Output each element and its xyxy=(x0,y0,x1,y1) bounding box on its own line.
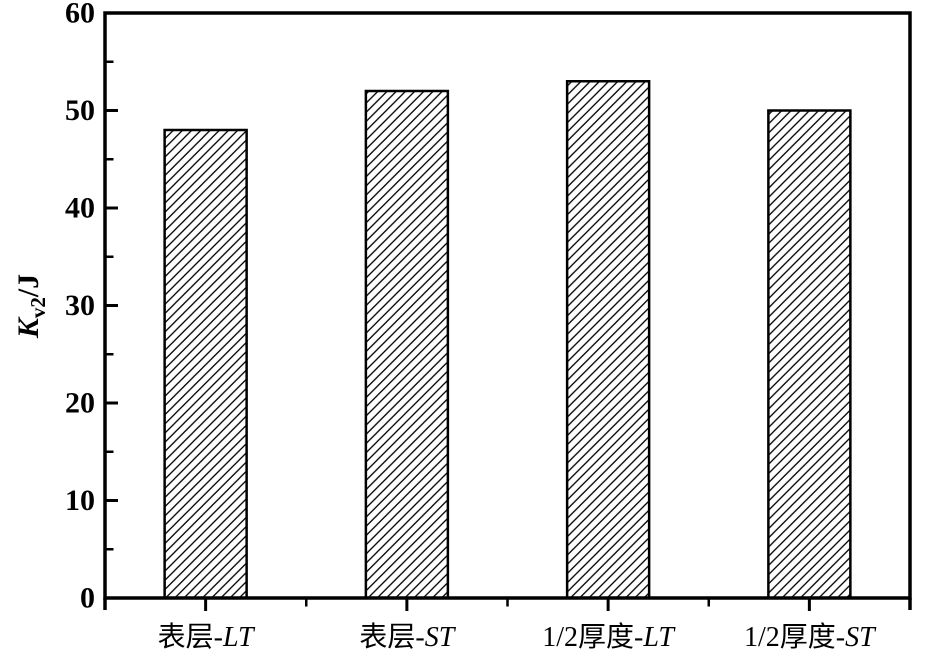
bar-3 xyxy=(565,80,651,600)
y-tick-label: 60 xyxy=(65,0,95,30)
bar-4 xyxy=(767,109,852,600)
y-tick-label: 10 xyxy=(65,484,95,517)
x-category-label: 1/2厚度-ST xyxy=(744,621,877,653)
bar-2 xyxy=(364,89,450,600)
bar-1 xyxy=(163,128,248,600)
x-category-label: 1/2厚度-LT xyxy=(542,621,676,653)
x-category-label: 表层-LT xyxy=(158,621,256,653)
x-category-label: 表层-ST xyxy=(359,621,456,653)
y-tick-label: 50 xyxy=(65,94,95,127)
y-tick-label: 30 xyxy=(65,289,95,322)
y-axis-title: Kv2/J xyxy=(12,274,50,339)
y-tick-label: 40 xyxy=(65,192,95,225)
y-tick-label: 0 xyxy=(80,582,95,615)
y-tick-label: 20 xyxy=(65,387,95,420)
